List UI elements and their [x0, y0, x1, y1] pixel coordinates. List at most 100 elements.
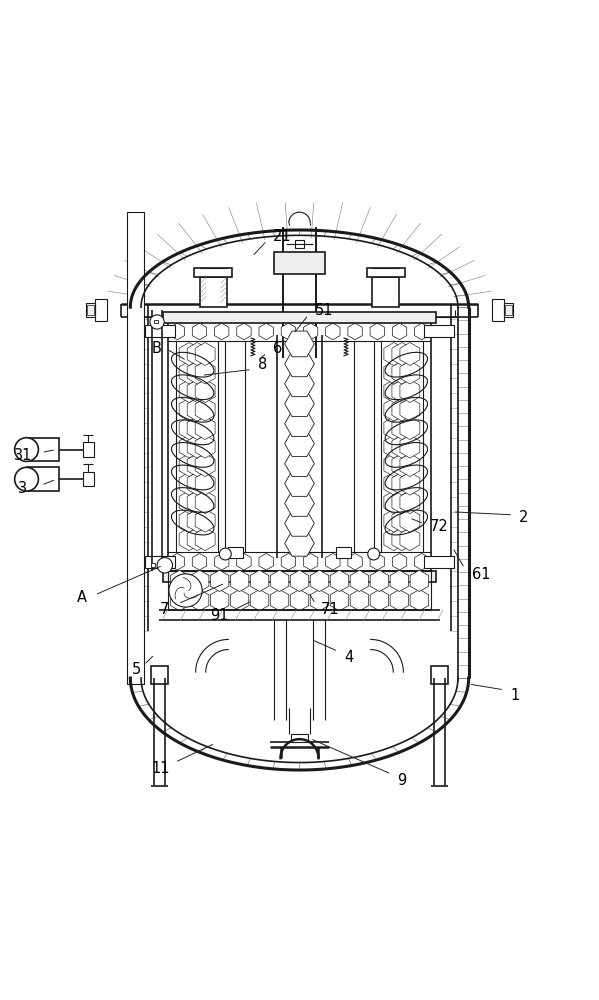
- Polygon shape: [392, 380, 412, 403]
- Text: 4: 4: [344, 650, 353, 665]
- Polygon shape: [392, 472, 412, 495]
- Text: 3: 3: [17, 481, 27, 496]
- Polygon shape: [415, 323, 429, 340]
- Polygon shape: [384, 509, 404, 532]
- Polygon shape: [330, 589, 349, 611]
- Polygon shape: [195, 509, 215, 532]
- Polygon shape: [370, 323, 385, 340]
- Polygon shape: [310, 589, 329, 611]
- Polygon shape: [281, 553, 295, 570]
- Polygon shape: [270, 589, 289, 611]
- Polygon shape: [384, 472, 404, 495]
- Polygon shape: [259, 553, 273, 570]
- Polygon shape: [285, 351, 314, 377]
- Bar: [274, 252, 325, 274]
- Polygon shape: [415, 553, 429, 570]
- Circle shape: [14, 438, 38, 461]
- Polygon shape: [392, 491, 412, 514]
- Polygon shape: [195, 472, 215, 495]
- Polygon shape: [285, 431, 314, 456]
- Polygon shape: [179, 417, 199, 440]
- Polygon shape: [187, 472, 207, 495]
- Polygon shape: [187, 398, 207, 421]
- Bar: [86, 303, 95, 317]
- Polygon shape: [170, 553, 184, 570]
- Text: 1: 1: [510, 688, 519, 703]
- Polygon shape: [195, 398, 215, 421]
- Polygon shape: [187, 361, 207, 384]
- Polygon shape: [214, 553, 229, 570]
- Bar: [151, 666, 168, 684]
- Bar: [367, 268, 404, 277]
- Polygon shape: [285, 471, 314, 496]
- Polygon shape: [392, 361, 412, 384]
- Bar: [163, 571, 436, 582]
- Bar: [504, 303, 513, 317]
- Bar: [128, 212, 144, 684]
- Polygon shape: [179, 361, 199, 384]
- Bar: [195, 268, 232, 277]
- Text: 5: 5: [132, 662, 141, 677]
- Polygon shape: [195, 361, 215, 384]
- Polygon shape: [230, 570, 249, 592]
- Polygon shape: [187, 435, 207, 458]
- Text: 9: 9: [397, 773, 407, 788]
- Text: 11: 11: [151, 761, 170, 776]
- Polygon shape: [400, 454, 420, 477]
- Bar: [424, 325, 454, 337]
- Polygon shape: [370, 589, 389, 611]
- Circle shape: [368, 548, 380, 560]
- Polygon shape: [392, 343, 412, 366]
- Text: 21: 21: [273, 229, 292, 244]
- Polygon shape: [348, 323, 362, 340]
- Polygon shape: [187, 380, 207, 403]
- Polygon shape: [195, 417, 215, 440]
- Polygon shape: [190, 570, 209, 592]
- Bar: [145, 325, 175, 337]
- Polygon shape: [285, 511, 314, 536]
- Bar: [295, 240, 304, 248]
- Polygon shape: [195, 528, 215, 551]
- Polygon shape: [187, 454, 207, 477]
- Polygon shape: [285, 391, 314, 417]
- Text: A: A: [77, 590, 87, 605]
- Polygon shape: [384, 454, 404, 477]
- Text: 6: 6: [273, 341, 282, 356]
- Bar: [87, 305, 93, 315]
- Polygon shape: [210, 589, 229, 611]
- Polygon shape: [285, 530, 314, 556]
- Polygon shape: [370, 553, 385, 570]
- Text: 2: 2: [519, 510, 528, 525]
- Polygon shape: [187, 417, 207, 440]
- Bar: [163, 312, 436, 323]
- Polygon shape: [285, 491, 314, 516]
- Bar: [95, 299, 107, 321]
- Polygon shape: [370, 570, 389, 592]
- Polygon shape: [259, 323, 273, 340]
- Polygon shape: [237, 553, 251, 570]
- Bar: [26, 438, 59, 461]
- Polygon shape: [250, 589, 269, 611]
- Polygon shape: [310, 570, 329, 592]
- Polygon shape: [348, 553, 362, 570]
- Polygon shape: [179, 491, 199, 514]
- Polygon shape: [390, 570, 409, 592]
- Polygon shape: [210, 570, 229, 592]
- Polygon shape: [179, 380, 199, 403]
- Polygon shape: [195, 435, 215, 458]
- Polygon shape: [179, 509, 199, 532]
- Polygon shape: [392, 435, 412, 458]
- Polygon shape: [304, 553, 318, 570]
- Polygon shape: [392, 454, 412, 477]
- Circle shape: [157, 558, 173, 573]
- Polygon shape: [400, 528, 420, 551]
- Bar: [228, 547, 243, 558]
- Bar: [26, 467, 59, 491]
- Polygon shape: [384, 528, 404, 551]
- Polygon shape: [195, 380, 215, 403]
- Bar: [83, 442, 93, 457]
- Polygon shape: [330, 570, 349, 592]
- Polygon shape: [195, 454, 215, 477]
- Bar: [291, 734, 308, 742]
- Polygon shape: [214, 323, 229, 340]
